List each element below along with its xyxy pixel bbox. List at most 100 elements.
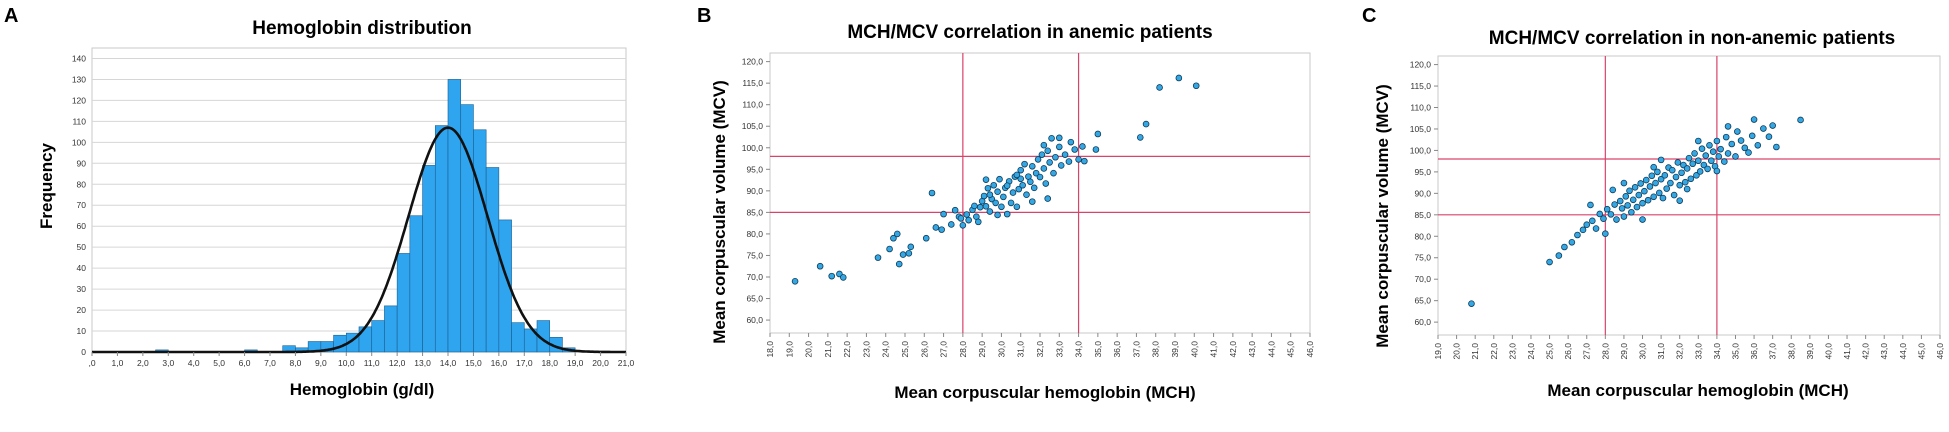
scatter-point (1094, 130, 1102, 138)
scatter-point (1579, 226, 1587, 234)
y-ticks-a: 0 10 20 30 40 50 60 70 80 90 100 110 120 130 140 (72, 53, 86, 357)
scatter-point (1007, 199, 1015, 207)
y-tick-label-a: 0 (81, 347, 86, 357)
y-tick-label: 100,0 (742, 143, 764, 153)
y-tick-label: 80,0 (746, 229, 763, 239)
y-tick-label: 100,0 (1410, 145, 1432, 155)
scatter-point (1555, 252, 1563, 259)
x-tick-label: 28,0 (1600, 343, 1610, 360)
scatter-point (886, 245, 893, 253)
scatter-point (994, 211, 1001, 219)
x-tick-label-a: 12,0 (389, 358, 406, 368)
scatter-point (1769, 122, 1776, 129)
y-tick-label: 70,0 (1414, 274, 1431, 284)
scatter-point (1136, 134, 1144, 141)
scatter-point (1639, 199, 1646, 207)
x-tick-label-a: 4,0 (188, 358, 200, 368)
scatter-point (959, 222, 967, 229)
x-tick-label: 37,0 (1768, 343, 1778, 360)
plot-frame-b (769, 52, 1311, 334)
scatter-point (1046, 159, 1053, 166)
scatter-point (1034, 156, 1042, 163)
x-tick-label: 26,0 (1563, 343, 1573, 360)
x-tick-label-a: 14,0 (440, 358, 457, 368)
scatter-point (1589, 217, 1596, 225)
scatter-point (1607, 211, 1615, 218)
scatter-point (1592, 225, 1600, 232)
histogram-bar (409, 215, 423, 353)
x-tick-label: 31,0 (1016, 341, 1026, 358)
scatter-point (1596, 210, 1604, 218)
histogram-bar (422, 165, 436, 353)
scatter-point (1760, 125, 1767, 132)
x-tick-label: 27,0 (1582, 343, 1592, 360)
scatter-point (990, 181, 998, 189)
scatter-point (1678, 169, 1685, 177)
x-tick-label: 43,0 (1879, 343, 1889, 360)
scatter-point (1724, 123, 1732, 130)
scatter-point (1075, 156, 1082, 163)
x-tick-label: 24,0 (1526, 343, 1536, 360)
histogram-panel: A Hemoglobin distribution Hemoglobin (g/… (4, 5, 635, 399)
scatter-point (1668, 166, 1676, 174)
scatter-point (1750, 116, 1758, 123)
x-tick-label: 29,0 (977, 341, 987, 358)
x-tick-label: 40,0 (1823, 343, 1833, 360)
scatter-point (1691, 150, 1698, 157)
scatter-point (1628, 208, 1635, 216)
scatter-point (1745, 149, 1752, 156)
scatter-point (1603, 205, 1611, 213)
scatter-point (1670, 191, 1678, 199)
scatter-point (1175, 74, 1183, 82)
scatter-point (1044, 147, 1052, 155)
y-tick-label: 75,0 (1414, 253, 1431, 263)
x-tick-label: 38,0 (1786, 343, 1796, 360)
scatter-point (1642, 176, 1650, 184)
scatter-point (1650, 163, 1657, 171)
x-tick-label: 34,0 (1712, 343, 1722, 360)
scatter-point (1797, 116, 1804, 124)
scatter-point (1015, 185, 1023, 193)
scatter-point (932, 224, 940, 231)
scatter-point (1629, 196, 1637, 204)
scatter-point (1639, 216, 1646, 223)
scatter-point (1655, 189, 1663, 197)
scatter-point (1704, 165, 1711, 173)
scatter-point (899, 251, 907, 258)
x-tick-label: 21,0 (823, 341, 833, 358)
scatter-point (1706, 141, 1713, 149)
x-tick-label-a: 10,0 (338, 358, 355, 368)
scatter-point (1611, 201, 1618, 208)
scatter-point (1583, 221, 1591, 228)
scatter-point (1659, 194, 1667, 202)
y-tick-label: 85,0 (1414, 210, 1431, 220)
x-tick-label: 35,0 (1730, 343, 1740, 360)
scatter-point (984, 184, 992, 192)
scatter-point (1635, 191, 1643, 199)
x-tick-label: 31,0 (1656, 343, 1666, 360)
scatter-point (947, 221, 955, 228)
x-tick-label: 37,0 (1131, 341, 1141, 358)
scatter-point (1042, 180, 1050, 187)
x-tick-label: 32,0 (1035, 341, 1045, 358)
scatter-point (986, 191, 994, 199)
histogram-bar (434, 125, 449, 353)
y-tick-label: 60,0 (1414, 317, 1431, 327)
scatter-point (828, 272, 836, 280)
scatter-point (1040, 165, 1048, 172)
scatter-point (1693, 172, 1700, 179)
scatter-point (1546, 258, 1553, 266)
y-tick-label: 115,0 (1410, 81, 1431, 91)
scatter-point (1017, 175, 1025, 183)
x-tick-label: 44,0 (1898, 343, 1908, 360)
x-tick-label-a: 2,0 (137, 358, 149, 368)
chart-title-b: MCH/MCV correlation in anemic patients (847, 22, 1212, 43)
y-tick-label-a: 130 (72, 74, 86, 84)
x-tick-label: 39,0 (1170, 341, 1180, 358)
y-tick-label-a: 10 (77, 326, 87, 336)
scatter-point (1652, 179, 1659, 187)
scatter-point (1646, 183, 1654, 190)
panel-label-b: B (697, 5, 711, 27)
scatter-point (965, 216, 972, 224)
